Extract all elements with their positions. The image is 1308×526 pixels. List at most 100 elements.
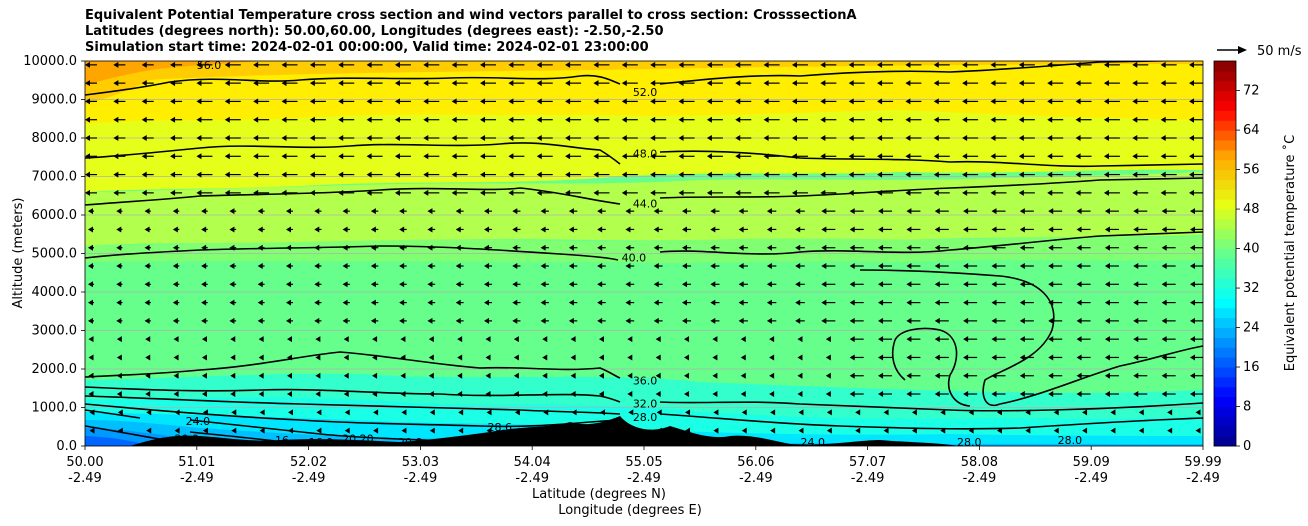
wind-arrow: [1018, 116, 1035, 123]
wind-arrow: [791, 61, 808, 68]
wind-arrow: [309, 98, 326, 105]
wind-arrow: [962, 153, 979, 160]
wind-arrow: [1019, 244, 1034, 251]
wind-arrow: [480, 116, 497, 123]
wind-arrow: [287, 354, 293, 361]
wind-arrow: [540, 281, 549, 288]
wind-arrow: [656, 409, 662, 416]
wind-arrow: [513, 336, 519, 343]
wind-arrow: [253, 116, 270, 123]
wind-arrow: [1019, 263, 1034, 270]
wind-arrow: [372, 336, 378, 343]
wind-arrow: [1160, 80, 1177, 87]
wind-arrow: [316, 427, 322, 434]
wind-arrow: [571, 427, 577, 434]
wind-arrow: [598, 372, 604, 379]
wind-arrow: [423, 171, 440, 178]
wind-arrow: [797, 391, 803, 398]
wind-arrow: [230, 336, 236, 343]
wind-arrow: [791, 171, 808, 178]
wind-arrow: [1025, 427, 1031, 434]
wind-arrow: [455, 208, 464, 215]
wind-arrow: [542, 372, 548, 379]
wind-arrow: [1133, 244, 1148, 251]
wind-arrow: [821, 226, 836, 233]
wind-arrow: [621, 116, 638, 123]
wind-arrow: [684, 354, 690, 361]
wind-arrow: [451, 171, 468, 178]
wind-arrow: [1190, 244, 1203, 251]
wind-arrow: [229, 226, 237, 233]
wind-arrow: [933, 189, 950, 196]
wind-arrow: [145, 372, 151, 379]
wind-arrow: [145, 336, 151, 343]
colorbar-band: [1214, 248, 1236, 259]
x-tick-label-lon: -2.49: [292, 471, 326, 486]
wind-arrow: [196, 61, 213, 68]
wind-arrow: [370, 281, 379, 288]
wind-arrow: [568, 281, 578, 288]
wind-arrow: [1104, 354, 1119, 361]
wind-arrow: [1104, 244, 1119, 251]
wind-arrow: [1018, 61, 1035, 68]
wind-arrow: [706, 135, 723, 141]
wind-arrow: [735, 61, 752, 68]
wind-arrow: [399, 299, 407, 306]
colorbar-band: [1214, 278, 1236, 289]
wind-arrow: [678, 189, 695, 196]
wind-arrow: [653, 281, 663, 288]
colorbar-band: [1214, 218, 1236, 230]
wind-arrow: [593, 80, 610, 87]
wind-arrow: [536, 171, 553, 178]
wind-arrow: [508, 98, 525, 105]
wind-arrow: [288, 427, 294, 434]
wind-arrow: [568, 244, 578, 251]
wind-arrow: [565, 80, 582, 87]
wind-arrow: [990, 61, 1007, 68]
wind-arrow: [281, 171, 298, 178]
wind-arrow: [116, 244, 123, 251]
wind-arrow: [1103, 135, 1120, 141]
wind-arrow: [848, 171, 865, 178]
wind-arrow: [259, 427, 265, 434]
x-tick-label-lon: -2.49: [739, 471, 773, 486]
wind-arrow: [599, 409, 605, 416]
wind-arrow: [1195, 427, 1201, 434]
wind-arrow: [146, 427, 152, 434]
colorbar-band: [1214, 238, 1236, 250]
wind-arrow: [540, 263, 549, 270]
wind-arrow: [338, 61, 355, 68]
wind-arrow: [1048, 244, 1063, 251]
wind-arrow: [568, 263, 578, 270]
wind-arrow: [849, 299, 864, 306]
wind-arrow: [87, 299, 95, 306]
wind-arrow: [1167, 427, 1173, 434]
wind-arrow: [536, 98, 553, 105]
wind-arrow: [144, 281, 151, 288]
wind-arrow: [309, 135, 326, 141]
wind-arrow: [1075, 153, 1092, 160]
wind-arrow: [224, 61, 241, 68]
wind-arrow: [400, 354, 406, 361]
wind-arrow: [821, 299, 836, 306]
wind-arrow: [1019, 354, 1034, 361]
colorbar-band: [1214, 327, 1236, 338]
wind-arrow: [1104, 263, 1119, 270]
wind-arrow: [597, 299, 606, 306]
wind-arrow: [201, 244, 208, 251]
wind-arrow: [738, 299, 748, 306]
x-tick-label-lat: 52.02: [290, 455, 327, 470]
wind-arrow: [653, 208, 663, 215]
wind-arrow: [172, 281, 180, 288]
colorbar-band: [1214, 406, 1236, 417]
wind-arrow: [906, 299, 921, 306]
wind-arrow: [763, 153, 780, 160]
wind-arrow: [309, 61, 326, 68]
colorbar-band: [1214, 258, 1236, 269]
wind-arrow: [170, 98, 183, 105]
wind-arrow: [990, 153, 1007, 160]
wind-arrow: [1133, 391, 1148, 398]
wind-arrow: [940, 427, 946, 434]
wind-arrow: [1133, 208, 1148, 215]
wind-arrow: [738, 244, 748, 251]
